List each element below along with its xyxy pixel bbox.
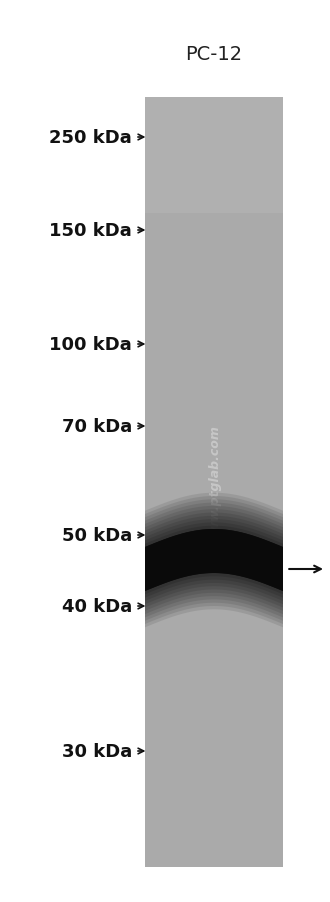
- Polygon shape: [145, 520, 283, 602]
- Polygon shape: [145, 513, 283, 608]
- Text: PC-12: PC-12: [185, 45, 243, 64]
- Text: 40 kDa: 40 kDa: [62, 597, 132, 615]
- Polygon shape: [145, 496, 283, 624]
- Text: 30 kDa: 30 kDa: [62, 742, 132, 760]
- Text: 250 kDa: 250 kDa: [49, 129, 132, 147]
- Text: www.ptglab.com: www.ptglab.com: [208, 424, 220, 541]
- Bar: [145, 98, 283, 867]
- Polygon shape: [145, 503, 283, 618]
- Polygon shape: [145, 526, 283, 594]
- Polygon shape: [145, 493, 283, 628]
- Polygon shape: [145, 500, 283, 621]
- Polygon shape: [145, 506, 283, 614]
- Text: 150 kDa: 150 kDa: [49, 222, 132, 240]
- Text: 50 kDa: 50 kDa: [62, 527, 132, 545]
- Text: 100 kDa: 100 kDa: [49, 336, 132, 354]
- Polygon shape: [145, 529, 283, 592]
- Text: 70 kDa: 70 kDa: [62, 418, 132, 436]
- Polygon shape: [145, 510, 283, 612]
- Bar: [145, 98, 283, 213]
- Polygon shape: [145, 516, 283, 604]
- Polygon shape: [145, 529, 283, 592]
- Polygon shape: [145, 523, 283, 598]
